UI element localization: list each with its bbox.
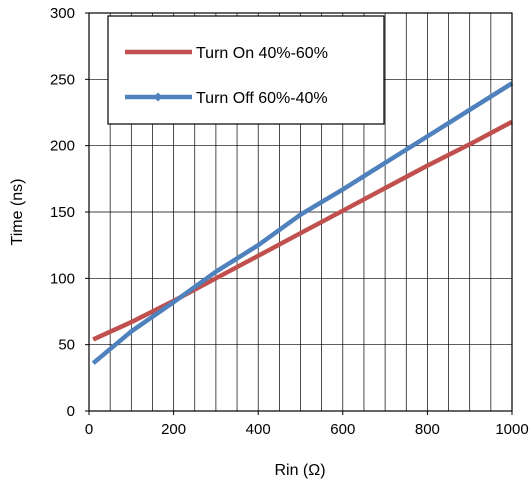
legend-marker-icon — [153, 92, 163, 102]
legend: Turn On 40%-60% Turn Off 60%-40% — [107, 15, 385, 125]
y-tick-label: 50 — [58, 337, 75, 354]
y-tick-label: 250 — [50, 71, 75, 88]
x-tick-label: 400 — [246, 421, 271, 438]
legend-label: Turn On 40%-60% — [196, 45, 328, 62]
x-tick-label: 200 — [161, 421, 186, 438]
x-axis: 0 200 400 600 800 1000 — [85, 411, 529, 438]
y-tick-label: 200 — [50, 138, 75, 155]
series-line-turn-off — [91, 81, 514, 365]
x-tick-label: 1000 — [495, 421, 528, 438]
y-tick-label: 150 — [50, 204, 75, 221]
y-tick-label: 0 — [67, 403, 75, 420]
x-tick-label: 0 — [85, 421, 93, 438]
series-line-turn-on — [92, 119, 514, 342]
legend-label: Turn Off 60%-40% — [196, 90, 328, 107]
x-axis-title: Rin (Ω) — [274, 462, 325, 479]
x-tick-label: 800 — [415, 421, 440, 438]
series-lines — [91, 81, 514, 365]
y-tick-label: 300 — [50, 5, 75, 22]
y-axis: 0 50 100 150 200 250 300 — [50, 5, 89, 420]
x-tick-label: 600 — [330, 421, 355, 438]
y-tick-label: 100 — [50, 270, 75, 287]
legend-box — [107, 15, 385, 125]
y-axis-title: Time (ns) — [9, 179, 26, 246]
